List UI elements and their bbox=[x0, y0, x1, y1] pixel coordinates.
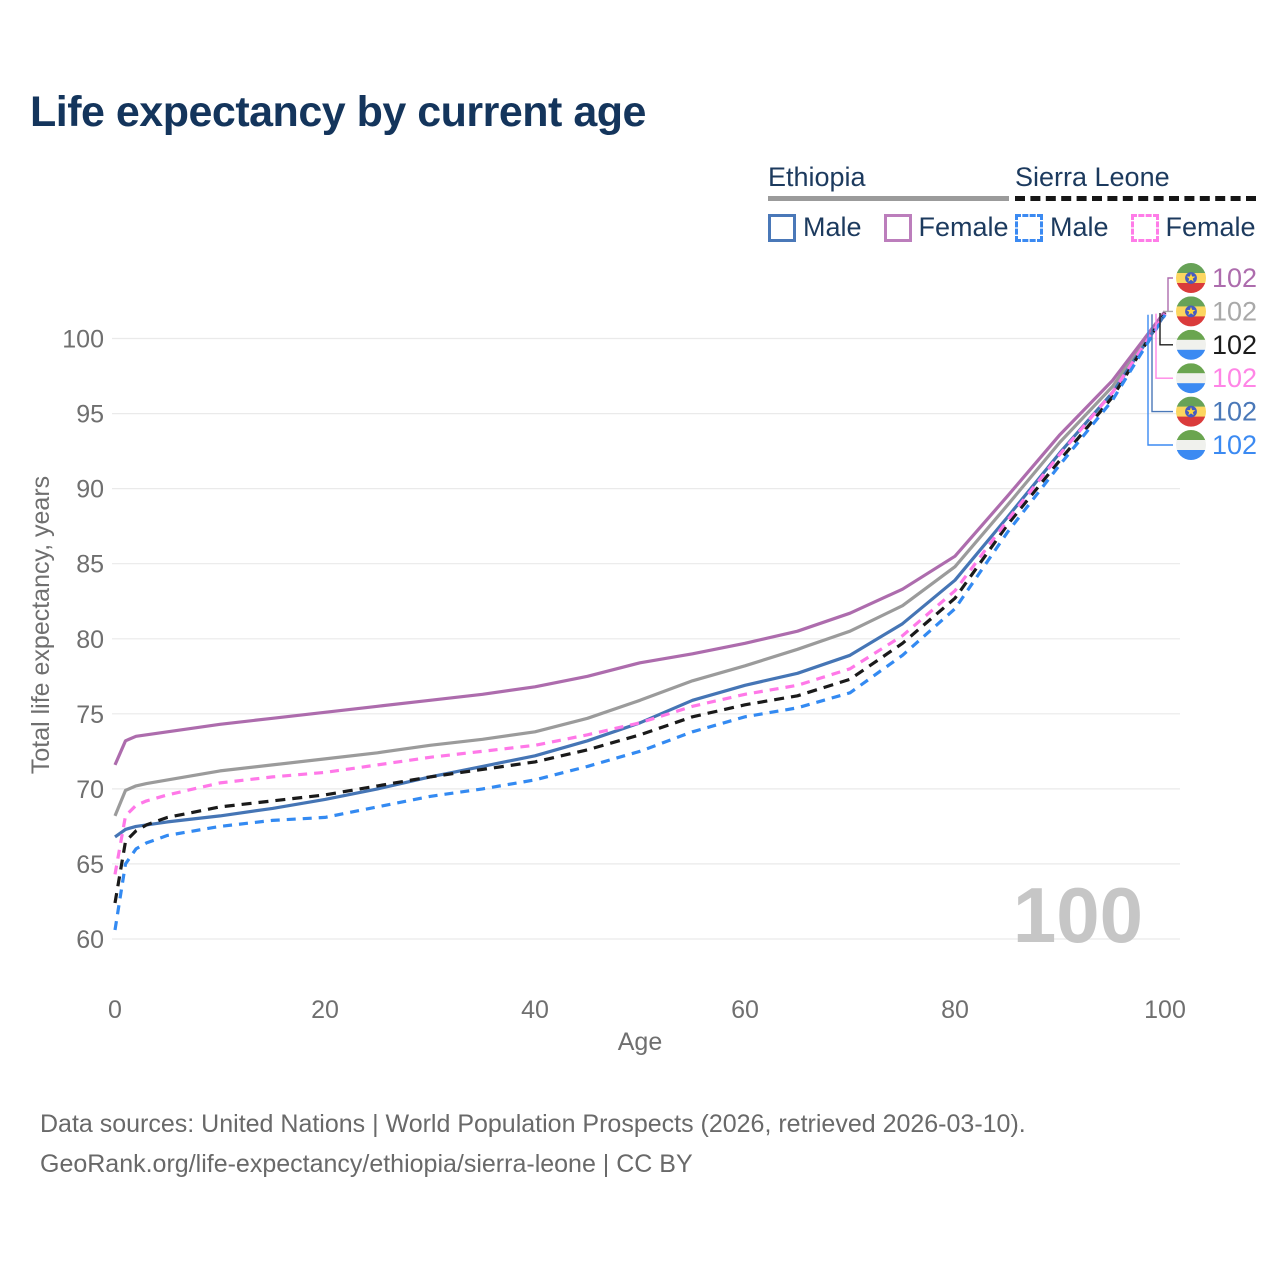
legend-item-label: Female bbox=[918, 212, 1009, 243]
end-value-label: 102 bbox=[1212, 430, 1257, 460]
end-label-connector bbox=[1155, 313, 1173, 379]
end-label-connector bbox=[1151, 314, 1173, 413]
y-tick-label-95: 95 bbox=[76, 401, 104, 429]
flag-ethiopia-icon bbox=[1176, 296, 1206, 327]
x-axis-title: Age bbox=[618, 1028, 662, 1056]
line-sierra-leone-male[interactable] bbox=[113, 313, 1167, 931]
x-tick-label-60: 60 bbox=[731, 996, 759, 1024]
legend-items-sierra-leone: Male Female bbox=[1015, 212, 1256, 243]
data-sources-text: Data sources: United Nations | World Pop… bbox=[40, 1110, 1026, 1138]
legend-group-title-ethiopia: Ethiopia bbox=[768, 162, 866, 192]
end-value-label: 102 bbox=[1212, 397, 1257, 427]
line-ethiopia-male[interactable] bbox=[114, 313, 1167, 839]
x-tick-label-40: 40 bbox=[521, 996, 549, 1024]
x-tick-label-20: 20 bbox=[311, 996, 339, 1024]
y-tick-label-90: 90 bbox=[76, 476, 104, 504]
flag-sierra-leone-icon bbox=[1176, 430, 1206, 460]
y-axis-title: Total life expectancy, years bbox=[27, 476, 55, 774]
legend-item-label: Female bbox=[1165, 212, 1256, 243]
page-title: Life expectancy by current age bbox=[30, 88, 646, 136]
x-tick-label-80: 80 bbox=[941, 996, 969, 1024]
legend-item-sierra-leone-female[interactable]: Female bbox=[1130, 212, 1256, 243]
legend-underline-sierra-leone bbox=[1015, 196, 1256, 202]
x-tick-label-100: 100 bbox=[1144, 996, 1186, 1024]
legend-underline-ethiopia bbox=[768, 196, 1009, 202]
legend-group-sierra-leone: Sierra Leone Male Female bbox=[1015, 163, 1256, 243]
y-tick-label-65: 65 bbox=[76, 851, 104, 879]
line-ethiopia-all[interactable] bbox=[113, 311, 1167, 817]
legend-group-title-sierra-leone: Sierra Leone bbox=[1015, 162, 1170, 192]
x-tick-label-0: 0 bbox=[108, 996, 122, 1024]
flag-ethiopia-icon bbox=[1176, 263, 1206, 293]
line-sierra-leone-all[interactable] bbox=[113, 312, 1167, 904]
flag-sierra-leone-icon bbox=[1176, 363, 1206, 394]
legend-items-ethiopia: Male Female bbox=[768, 212, 1009, 243]
legend-swatch-ethiopia-female bbox=[883, 213, 912, 242]
end-label-connector bbox=[1159, 313, 1173, 346]
y-tick-label-60: 60 bbox=[76, 926, 104, 954]
end-label-connector bbox=[1163, 310, 1173, 313]
legend-swatch-sierra-leone-female bbox=[1130, 213, 1159, 242]
y-tick-label-100: 100 bbox=[62, 326, 104, 354]
end-value-label: 102 bbox=[1212, 363, 1257, 393]
flag-ethiopia-icon bbox=[1176, 396, 1206, 427]
y-tick-label-75: 75 bbox=[76, 701, 104, 729]
line-ethiopia-female[interactable] bbox=[113, 310, 1167, 766]
end-value-label: 102 bbox=[1212, 330, 1257, 360]
legend-swatch-ethiopia-male bbox=[768, 213, 796, 242]
end-label-connector bbox=[1147, 314, 1173, 446]
flag-sierra-leone-icon bbox=[1176, 329, 1206, 360]
line-chart: 60 65 70 75 80 85 90 95 100 0 20 40 60 80 100 Age Total … bbox=[27, 263, 1257, 1056]
legend-item-ethiopia-male[interactable]: Male bbox=[768, 212, 862, 243]
legend-item-sierra-leone-male[interactable]: Male bbox=[1015, 212, 1109, 243]
legend-item-ethiopia-female[interactable]: Female bbox=[883, 212, 1009, 243]
legend-swatch-sierra-leone-male bbox=[1015, 213, 1043, 242]
attribution-text: GeoRank.org/life-expectancy/ethiopia/sie… bbox=[40, 1150, 693, 1178]
legend-item-label: Male bbox=[803, 212, 862, 243]
current-age-watermark: 100 bbox=[1012, 871, 1143, 959]
line-sierra-leone-female[interactable] bbox=[113, 312, 1167, 875]
legend-item-label: Male bbox=[1050, 212, 1109, 243]
end-label-connector bbox=[1167, 277, 1173, 312]
y-tick-label-85: 85 bbox=[76, 551, 104, 579]
legend-group-ethiopia: Ethiopia Male Female bbox=[768, 163, 1009, 243]
end-value-label: 102 bbox=[1212, 263, 1257, 293]
y-tick-label-80: 80 bbox=[76, 626, 104, 654]
y-tick-label-70: 70 bbox=[76, 776, 104, 804]
end-value-label: 102 bbox=[1212, 296, 1257, 326]
